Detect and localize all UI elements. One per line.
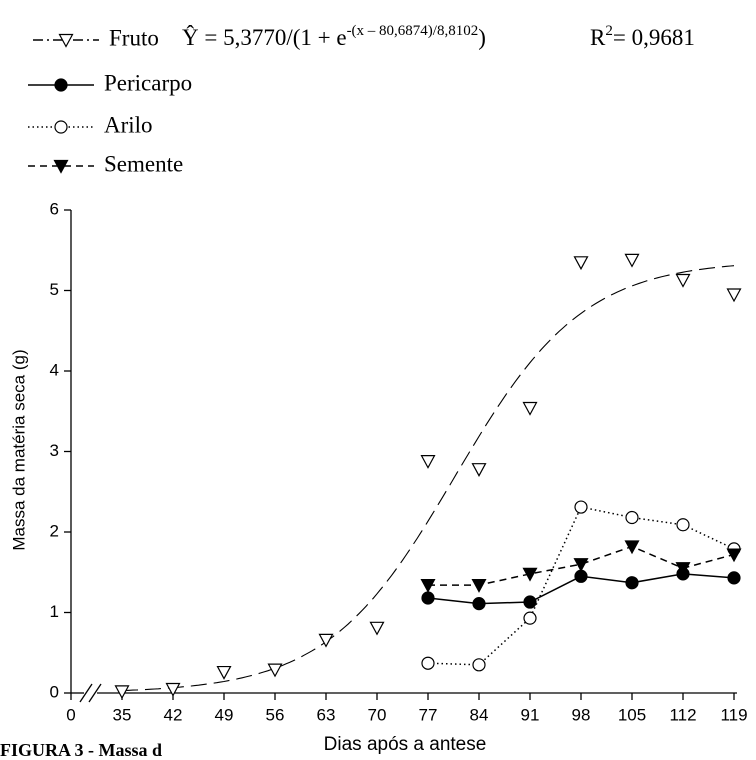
marker (625, 510, 639, 525)
marker (421, 591, 435, 605)
marker (267, 663, 283, 678)
x-tick-label: 98 (572, 705, 591, 724)
marker (522, 401, 538, 416)
marker (523, 611, 537, 625)
marker (421, 656, 435, 670)
equation-exponent: -(x – 80,6874)/8,8102 (347, 23, 479, 39)
marker (216, 665, 232, 680)
x-tick-label: 56 (266, 705, 285, 724)
caption: FIGURA 3 - Massa d (0, 740, 162, 760)
legend-label: Pericarpo (104, 70, 192, 95)
marker (471, 579, 487, 593)
marker (624, 540, 640, 555)
y-tick-label: 3 (50, 441, 59, 460)
equation: Ŷ = 5,3770/(1 + e-(x – 80,6874)/8,8102) (182, 23, 486, 50)
equation-text: ) (478, 25, 486, 50)
series-line (427, 506, 735, 666)
legend-label: Arilo (104, 112, 153, 137)
r-squared-text: R (590, 25, 606, 50)
axis-break (79, 683, 93, 703)
marker (573, 558, 589, 572)
marker (676, 518, 690, 532)
marker (624, 253, 640, 268)
y-tick-label: 6 (50, 199, 59, 218)
marker (165, 682, 181, 697)
marker (54, 120, 68, 134)
x-tick-label: 63 (317, 705, 336, 724)
x-tick-label: 119 (720, 705, 747, 724)
marker (727, 571, 741, 585)
marker (625, 576, 639, 590)
marker (574, 569, 588, 583)
legend-label: Fruto (109, 25, 159, 50)
marker (54, 78, 68, 92)
y-tick-label: 4 (50, 360, 59, 379)
marker (471, 463, 487, 477)
axis-break (88, 683, 102, 703)
x-axis-label: Dias após a antese (324, 734, 487, 755)
y-tick-label: 5 (50, 280, 59, 299)
r-squared: R2= 0,9681 (590, 23, 695, 50)
marker (522, 567, 538, 582)
x-tick-label: 105 (618, 705, 646, 724)
x-tick-label: 112 (669, 705, 696, 724)
marker (318, 633, 334, 648)
marker (675, 562, 691, 576)
marker (369, 621, 385, 636)
marker (53, 159, 69, 174)
x-tick-label: 84 (470, 705, 489, 724)
marker (573, 256, 589, 271)
x-tick-label: 42 (164, 705, 183, 724)
marker (675, 273, 691, 288)
y-axis-label: Massa da matéria seca (g) (9, 349, 28, 550)
x-tick-label: 49 (215, 705, 234, 724)
x-tick-label: 35 (113, 705, 132, 724)
r-squared-value: = 0,9681 (613, 25, 695, 50)
marker (58, 33, 74, 48)
x-tick-label: 70 (368, 705, 387, 724)
y-tick-label: 0 (50, 682, 59, 701)
x-tick-label: 91 (521, 705, 540, 724)
marker (574, 500, 588, 514)
equation-text: Ŷ = 5,3770/(1 + e (182, 25, 347, 50)
marker (420, 455, 436, 469)
r-squared-power: 2 (605, 23, 613, 39)
marker (472, 658, 486, 672)
marker (472, 597, 486, 611)
marker (726, 288, 742, 303)
legend-label: Semente (104, 151, 183, 176)
y-tick-label: 1 (50, 602, 59, 621)
y-tick-label: 2 (50, 521, 59, 540)
x-tick-label: 77 (419, 705, 438, 724)
marker (420, 579, 436, 593)
fit-curve (121, 265, 735, 692)
x-tick-label: 0 (66, 705, 75, 724)
marker (523, 595, 537, 609)
marker (114, 685, 130, 700)
marker (726, 548, 742, 563)
